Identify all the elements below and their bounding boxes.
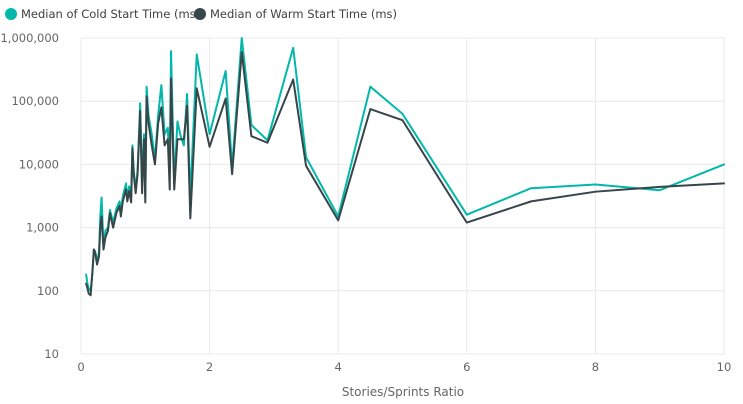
series-lines	[85, 37, 725, 297]
x-axis-ticks: 0 2 4 6 8 10	[77, 360, 731, 374]
y-tick-label: 100,000	[11, 94, 59, 108]
legend-label-cold: Median of Cold Start Time (ms)	[21, 7, 200, 21]
x-tick-label: 0	[77, 360, 84, 374]
x-tick-label: 10	[717, 360, 732, 374]
y-tick-label: 100	[37, 284, 59, 298]
y-tick-label: 10	[44, 347, 59, 361]
series-line-warm-start	[85, 51, 725, 297]
gridlines	[80, 37, 725, 355]
y-tick-label: 1,000	[26, 221, 59, 235]
legend-swatch-cold	[5, 8, 17, 20]
x-tick-label: 8	[592, 360, 599, 374]
y-axis-ticks: 10 100 1,000 10,000 100,000 1,000,000	[0, 31, 59, 361]
x-tick-label: 6	[463, 360, 470, 374]
x-axis-title: Stories/Sprints Ratio	[342, 385, 464, 399]
y-tick-label: 1,000,000	[0, 31, 59, 45]
y-tick-label: 10,000	[19, 157, 59, 171]
legend-swatch-warm	[194, 8, 206, 20]
legend: Median of Cold Start Time (ms) Median of…	[5, 7, 397, 21]
legend-label-warm: Median of Warm Start Time (ms)	[210, 7, 397, 21]
x-tick-label: 2	[206, 360, 213, 374]
x-tick-label: 4	[335, 360, 342, 374]
